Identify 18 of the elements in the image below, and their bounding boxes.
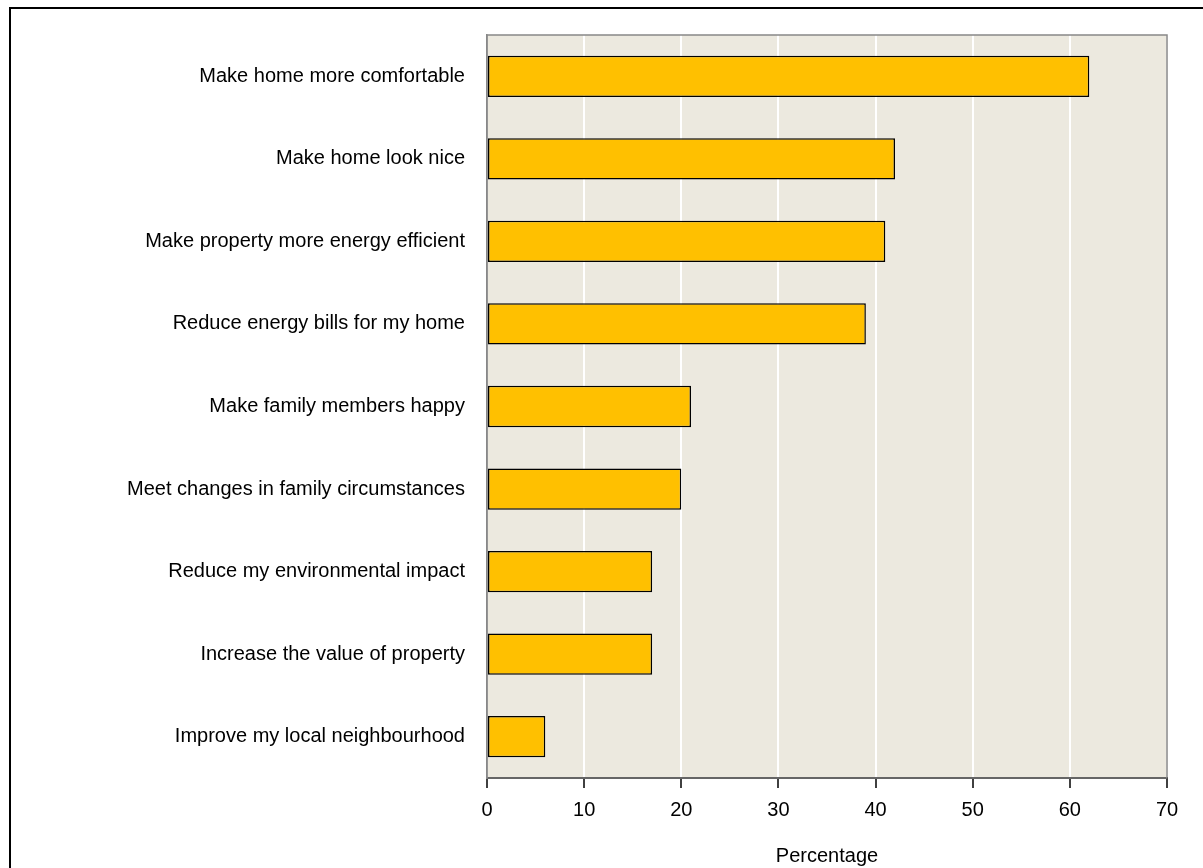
- x-tick-label: 40: [864, 797, 887, 820]
- x-tick-label: 0: [481, 797, 493, 820]
- x-axis-title: Percentage: [775, 843, 879, 866]
- y-tick-label: Meet changes in family circumstances: [127, 476, 465, 499]
- x-tick-label: 50: [961, 797, 984, 820]
- y-tick-label: Reduce my environmental impact: [168, 559, 466, 582]
- y-tick-label: Make property more energy efficient: [145, 228, 466, 251]
- x-tick-label: 70: [1155, 797, 1179, 820]
- x-tick-label: 10: [573, 797, 596, 820]
- y-tick-label: Increase the value of property: [200, 641, 465, 664]
- y-tick-label: Make home more comfortable: [199, 63, 465, 86]
- y-tick-label: Improve my local neighbourhood: [174, 724, 465, 747]
- x-tick-label: 30: [767, 797, 790, 820]
- x-tick-label: 20: [670, 797, 693, 820]
- x-tick-label: 60: [1058, 797, 1081, 820]
- y-tick-label: Make family members happy: [209, 394, 465, 417]
- y-tick-label: Reduce energy bills for my home: [172, 311, 465, 334]
- y-tick-label: Make home look nice: [276, 146, 465, 169]
